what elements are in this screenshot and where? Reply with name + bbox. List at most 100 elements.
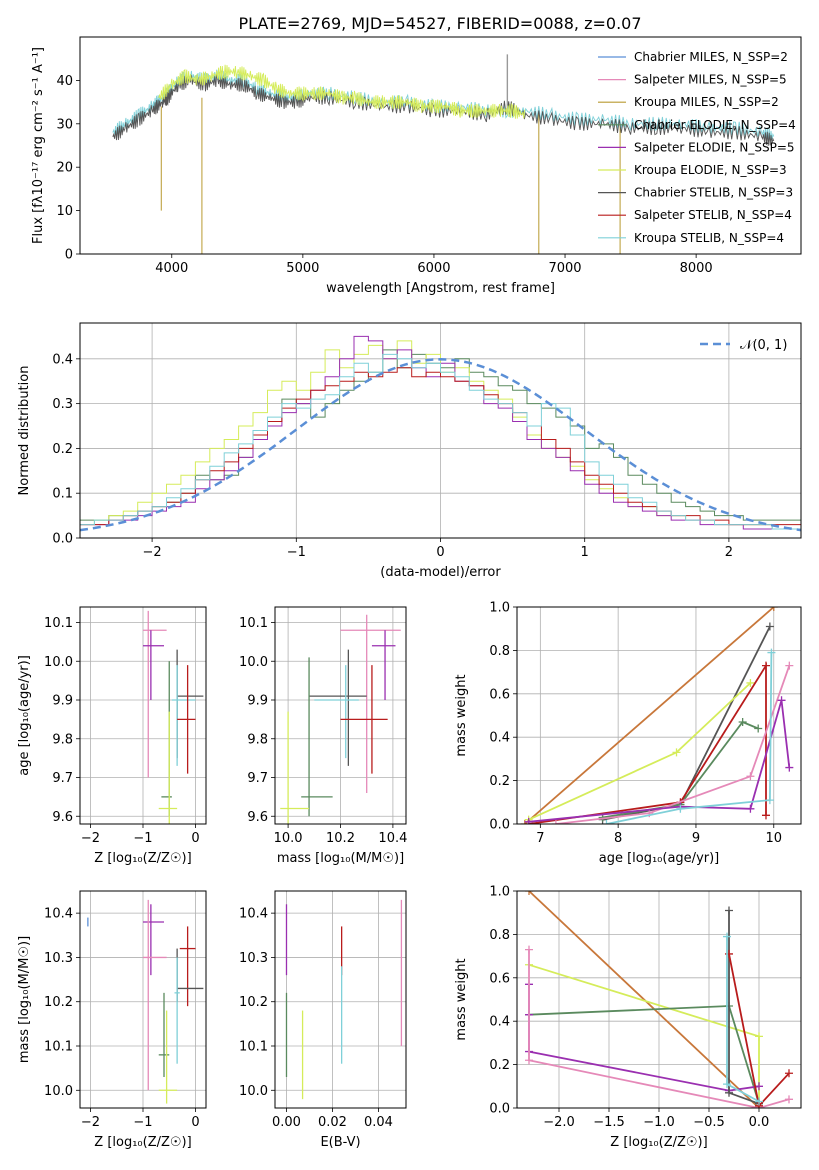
x-tick-label: 0.04 [364,1115,393,1130]
weight-marker [676,804,685,813]
histogram-series [80,353,801,530]
weight-marker [602,820,611,824]
legend-label: Chabrier ELODIE, N_SSP=4 [634,118,796,132]
weight-marker [525,945,533,954]
y-tick-label: 0.4 [489,731,510,746]
plot-area [112,54,775,254]
x-axis-label: E(B-V) [320,1135,360,1150]
errorbar-point [174,957,180,1064]
weight-marker [755,1097,763,1106]
y-tick-label: 30 [56,117,73,132]
y-axis-label: Flux [fλ10⁻¹⁷ erg cm⁻² s⁻¹ A⁻¹] [31,47,46,244]
y-tick-label: 10.1 [44,616,73,631]
weight-marker [723,1080,731,1089]
weight-marker [525,891,533,895]
errorbar-point [301,657,333,817]
legend-label: Salpeter ELODIE, N_SSP=5 [634,140,795,154]
x-tick-label: −2.0 [543,1115,575,1130]
plot-area [143,610,204,824]
weight-marker [725,906,733,915]
y-tick-label: 1.0 [489,601,510,616]
weight-marker [723,932,731,941]
y-tick-label: 10.0 [239,1084,268,1099]
errorbar-point [176,649,204,759]
y-tick-label: 10.4 [239,907,268,922]
errorbar-point [371,630,396,700]
legend-label: Kroupa STELIB, N_SSP=4 [634,231,784,245]
weight-marker [769,607,778,611]
weight-marker [765,622,774,631]
x-tick-label: −1 [133,831,152,846]
weight-line [528,963,760,1108]
panel-age-vs-mass: 10.0 10.2 10.4 9.6 9.7 9.8 9.9 10.0 10.1 mass [lo… [239,606,407,866]
legend-label: Kroupa ELODIE, N_SSP=3 [634,163,787,177]
errorbar-point [158,711,178,824]
panel-spectrum: 4000 5000 6000 7000 8000 0 10 20 30 40 Chabrier MI… [31,36,802,296]
x-axis-label: wavelength [Angstrom, rest frame] [326,281,555,296]
errorbar-point [309,649,367,766]
legend: 𝒩(0, 1) [700,338,787,353]
errorbar-point [340,614,401,793]
weight-marker [785,1069,793,1078]
weight-marker [761,661,770,670]
axes-frame [516,606,802,825]
weight-marker [755,1032,763,1041]
spectrum-line [158,64,526,119]
weight-line [528,949,790,1108]
axes-frame [79,606,207,825]
legend-label: Salpeter MILES, N_SSP=5 [634,73,787,87]
errorbar-point [171,665,196,766]
y-axis-label: age [log₁₀(age/yr)] [17,655,32,776]
x-tick-label: 8 [614,831,622,846]
errorbar-point [314,665,359,759]
y-tick-label: 9.8 [52,732,73,747]
y-tick-label: 9.8 [247,732,268,747]
y-tick-label: 9.6 [247,810,268,825]
weight-marker [777,696,786,705]
legend-label: Chabrier STELIB, N_SSP=3 [634,186,793,200]
weight-line [555,665,791,824]
axes-frame [79,890,207,1109]
y-tick-label: 0.0 [489,1102,510,1117]
y-tick-label: 0.0 [489,818,510,833]
y-tick-label: 0.4 [52,352,73,367]
x-tick-label: 10 [765,831,782,846]
errorbar-point [158,992,170,1077]
x-tick-label: 0 [191,1115,199,1130]
weight-marker [785,763,794,772]
plot-area [80,335,801,532]
errorbar-point [143,904,164,976]
x-axis-label: mass [log₁₀(M/M☉)] [277,851,404,866]
errorbar-point [280,711,310,824]
weight-marker [725,1088,733,1097]
x-tick-label: 0.00 [272,1115,301,1130]
y-tick-label: 10.1 [239,1040,268,1055]
x-tick-label: −1 [287,545,306,560]
x-tick-label: −1 [133,1115,152,1130]
x-tick-label: 7 [536,831,544,846]
weight-marker [746,804,755,813]
y-tick-label: 0.8 [489,928,510,943]
x-tick-label: 2 [725,545,733,560]
axes-frame [79,322,802,539]
y-tick-label: 0 [65,248,73,263]
y-tick-label: 9.9 [247,694,268,709]
y-tick-label: 40 [56,74,73,89]
x-tick-label: 10.4 [378,831,407,846]
weight-line [528,891,760,1108]
weight-line [528,682,752,821]
errorbar-point [143,899,167,1091]
y-tick-label: 10.1 [239,616,268,631]
weight-line [726,936,760,1103]
y-tick-label: 10.0 [44,1084,73,1099]
plot-area [87,899,204,1104]
y-tick-label: 10.3 [239,951,268,966]
weight-marker [785,1095,793,1104]
x-axis-label: Z [log₁₀(Z/Z☉)] [94,851,191,866]
x-tick-label: 6000 [417,261,450,276]
weight-marker [767,648,776,657]
x-tick-label: 8000 [680,261,713,276]
axes-frame [274,890,407,1109]
y-axis-label: mass [log₁₀(M/M☉)] [17,936,32,1063]
weight-marker [551,820,560,824]
